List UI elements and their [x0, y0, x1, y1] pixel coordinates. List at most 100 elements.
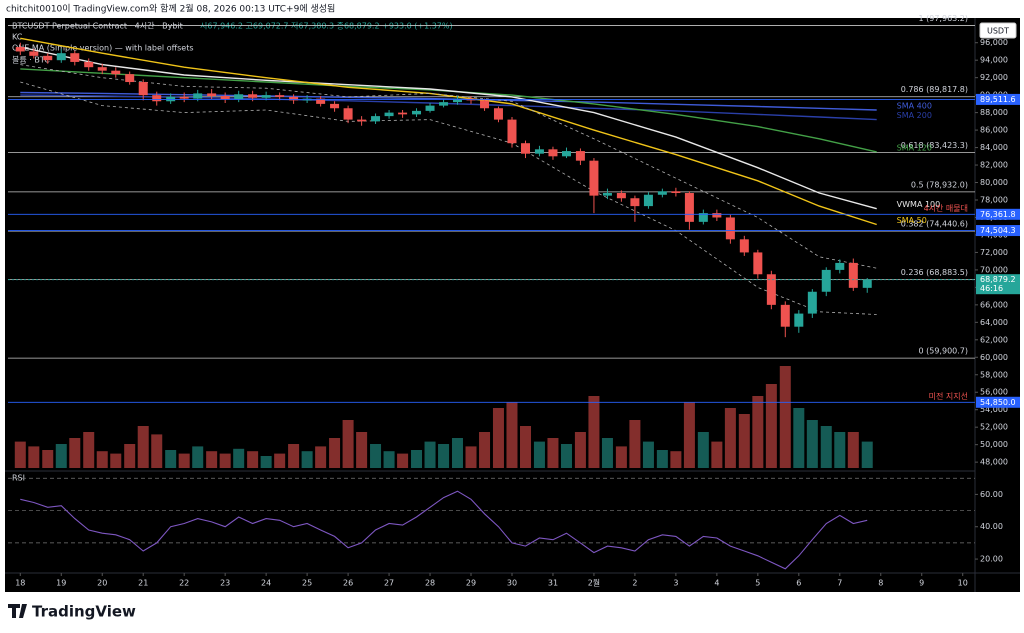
volume-bar — [451, 438, 463, 468]
y-tick-label: 80,000 — [980, 178, 1008, 187]
candle-body — [643, 194, 653, 207]
volume-bar — [601, 438, 613, 468]
y-tick-label: 64,000 — [980, 318, 1008, 327]
candle-body — [616, 193, 626, 199]
y-tick-label: 92,000 — [980, 73, 1008, 82]
volume-bar — [560, 444, 572, 468]
x-tick-label: 9 — [919, 579, 924, 588]
candle-body — [330, 103, 340, 109]
candle-body — [29, 51, 39, 56]
volume-bar — [642, 441, 654, 468]
candle-body — [766, 274, 776, 305]
volume-bar — [233, 448, 245, 468]
x-tick-label: 4 — [714, 579, 719, 588]
volume-bar — [315, 446, 327, 468]
volume-bar — [42, 450, 54, 468]
level-note: 4시간 매물대 — [924, 203, 968, 213]
volume-bar — [342, 420, 354, 468]
x-tick-label: 27 — [384, 579, 394, 588]
y-tick-label: 60,000 — [980, 353, 1008, 362]
candle-body — [152, 95, 162, 102]
price-marker-box — [976, 274, 1020, 295]
legend-line: 볼륨 · BTC — [12, 55, 50, 65]
volume-bar — [506, 402, 518, 468]
header: chitchit0010이 TradingView.com와 함께 2월 08,… — [6, 3, 335, 15]
x-tick-label: 18 — [15, 579, 25, 588]
volume-bar — [124, 444, 136, 468]
candle-body — [70, 53, 80, 62]
candle-body — [780, 304, 790, 327]
volume-bar — [69, 438, 81, 468]
price-marker-box — [976, 93, 1020, 105]
x-tick-label: 7 — [837, 579, 842, 588]
candle-body — [698, 213, 708, 222]
x-tick-label: 30 — [507, 579, 517, 588]
volume-bar — [670, 451, 682, 468]
fib-label: 0.786 (89,817.8) — [901, 85, 968, 94]
x-tick-label: 5 — [755, 579, 760, 588]
currency-box[interactable] — [979, 22, 1017, 39]
y-tick-label: 50,000 — [980, 440, 1008, 449]
candle-body — [794, 313, 804, 327]
volume-bar — [424, 441, 436, 468]
price-marker-label: 74,504.3 — [980, 226, 1016, 235]
volume-bar — [370, 444, 382, 468]
x-tick-label: 23 — [220, 579, 230, 588]
candle-body — [712, 213, 722, 218]
ma-label: SMA 200 — [897, 111, 932, 120]
y-tick-label: 78,000 — [980, 196, 1008, 205]
candle-body — [220, 96, 230, 100]
candle-body — [548, 149, 558, 157]
volume-bar — [533, 441, 545, 468]
price-countdown: 46:16 — [980, 284, 1003, 293]
volume-bar — [288, 444, 300, 468]
y-tick-label: 52,000 — [980, 423, 1008, 432]
candle-body — [807, 291, 817, 314]
candle-body — [111, 70, 121, 75]
x-tick-label: 26 — [343, 579, 353, 588]
currency[interactable]: USDT — [987, 27, 1009, 36]
y-tick-label: 86,000 — [980, 126, 1008, 135]
candle-body — [725, 217, 735, 240]
candle-body — [384, 112, 394, 117]
volume-bar — [656, 450, 668, 468]
volume-bar — [738, 414, 750, 468]
volume-bar — [247, 451, 259, 468]
fib-label: 0.236 (68,883.5) — [901, 268, 968, 277]
footer-logo: TradingView — [32, 603, 136, 621]
candle-body — [398, 112, 408, 115]
price-marker-label: 76,361.8 — [980, 210, 1016, 219]
price-marker-box — [976, 208, 1020, 220]
volume-bar — [206, 451, 218, 468]
x-tick-label: 2 — [632, 579, 637, 588]
candle-body — [412, 110, 422, 115]
volume-bar — [260, 456, 272, 468]
candle-body — [589, 160, 599, 196]
volume-bar — [28, 446, 40, 468]
y-tick-label: 88,000 — [980, 108, 1008, 117]
volume-bar — [820, 426, 832, 468]
candle-body — [835, 262, 845, 270]
volume-bar — [683, 402, 695, 468]
y-tick-label: 56,000 — [980, 388, 1008, 397]
candle-body — [316, 98, 326, 104]
candle-body — [371, 116, 381, 122]
rsi-tick-label: 40.00 — [980, 522, 1003, 531]
candle-body — [425, 105, 435, 111]
volume-bar — [697, 432, 709, 468]
x-tick-label: 28 — [425, 579, 435, 588]
y-tick-label: 62,000 — [980, 335, 1008, 344]
legend-ohlc: 시67,946.2 고69,072.7 저67,380.3 종68,879.2 … — [200, 22, 453, 31]
ma-label: SMA 400 — [897, 102, 932, 111]
x-tick-label: 31 — [548, 579, 558, 588]
volume-bar — [110, 453, 122, 468]
candle-body — [207, 93, 217, 97]
volume-bar — [793, 408, 805, 468]
volume-bar — [847, 432, 859, 468]
volume-bar — [724, 408, 736, 468]
volume-bar — [479, 432, 491, 468]
price-marker-label: 68,879.2 — [980, 275, 1016, 284]
volume-bar — [165, 450, 177, 468]
candle-body — [480, 100, 490, 109]
candle-body — [43, 55, 53, 61]
